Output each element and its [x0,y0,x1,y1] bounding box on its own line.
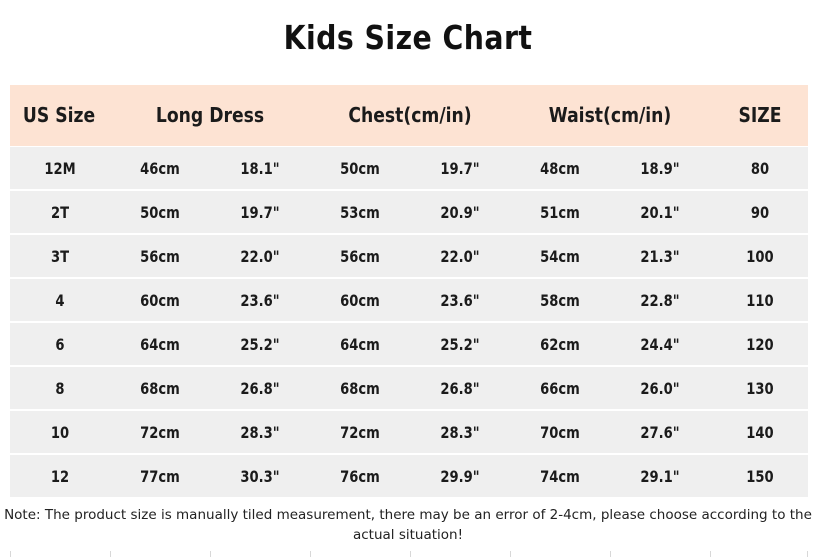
size-chart-table: US Size Long Dress Chest(cm/in) Waist(cm… [10,85,808,497]
cell-chest-cm: 72cm [340,423,380,442]
cell-long-dress-cm: 60cm [140,291,180,310]
table-row: 2T 50cm 19.7" 53cm 20.9" 51cm 20.1" 90 [10,191,808,233]
cell-waist-in: 20.1" [640,203,680,222]
header-waist: Waist(cm/in) [548,103,672,127]
cell-chest-in: 20.9" [440,203,480,222]
divider-tick [210,551,211,557]
divider-tick [110,551,111,557]
cell-waist-cm: 62cm [540,335,580,354]
cell-us-size: 3T [50,247,70,266]
cell-chest-in: 22.0" [440,247,480,266]
cell-chest-in: 29.9" [440,467,480,486]
cell-waist-in: 22.8" [640,291,680,310]
cell-long-dress-in: 30.3" [240,467,280,486]
cell-long-dress-cm: 72cm [140,423,180,442]
cell-waist-cm: 74cm [540,467,580,486]
cell-us-size: 8 [55,379,65,398]
divider-tick [10,551,11,557]
cell-chest-in: 23.6" [440,291,480,310]
cell-us-size: 10 [50,423,70,442]
cell-chest-cm: 53cm [340,203,380,222]
cell-chest-cm: 64cm [340,335,380,354]
header-size: SIZE [738,103,782,127]
header-chest: Chest(cm/in) [348,103,472,127]
cell-us-size: 6 [55,335,65,354]
cell-long-dress-cm: 68cm [140,379,180,398]
cell-chest-cm: 68cm [340,379,380,398]
page-title: Kids Size Chart [283,18,533,57]
cell-waist-cm: 66cm [540,379,580,398]
table-row: 12M 46cm 18.1" 50cm 19.7" 48cm 18.9" 80 [10,147,808,189]
table-body: 12M 46cm 18.1" 50cm 19.7" 48cm 18.9" 80 2T 50cm 19… [10,147,808,497]
cell-size: 150 [746,467,774,486]
cell-long-dress-in: 26.8" [240,379,280,398]
cell-chest-cm: 60cm [340,291,380,310]
divider-tick [410,551,411,557]
cell-waist-in: 27.6" [640,423,680,442]
divider-tick [807,551,808,557]
cell-long-dress-in: 22.0" [240,247,280,266]
cell-waist-in: 24.4" [640,335,680,354]
cell-waist-in: 21.3" [640,247,680,266]
header-long-dress: Long Dress [155,103,265,127]
size-note: Note: The product size is manually tiled… [4,507,812,543]
cell-chest-in: 19.7" [440,159,480,178]
cell-chest-cm: 76cm [340,467,380,486]
cell-long-dress-cm: 56cm [140,247,180,266]
table-row: 4 60cm 23.6" 60cm 23.6" 58cm 22.8" 110 [10,279,808,321]
table-row: 3T 56cm 22.0" 56cm 22.0" 54cm 21.3" 100 [10,235,808,277]
table-header: US Size Long Dress Chest(cm/in) Waist(cm… [10,85,808,146]
cell-size: 130 [746,379,774,398]
cell-long-dress-cm: 64cm [140,335,180,354]
divider-tick [510,551,511,557]
bottom-divider-ticks [0,551,816,557]
cell-long-dress-in: 28.3" [240,423,280,442]
divider-tick [710,551,711,557]
cell-waist-in: 18.9" [640,159,680,178]
cell-us-size: 12M [44,159,76,178]
cell-size: 120 [746,335,774,354]
divider-tick [610,551,611,557]
cell-us-size: 2T [50,203,70,222]
table-row: 8 68cm 26.8" 68cm 26.8" 66cm 26.0" 130 [10,367,808,409]
cell-chest-in: 25.2" [440,335,480,354]
cell-waist-in: 29.1" [640,467,680,486]
cell-long-dress-cm: 50cm [140,203,180,222]
cell-waist-cm: 54cm [540,247,580,266]
cell-size: 100 [746,247,774,266]
cell-size: 90 [750,203,770,222]
cell-long-dress-in: 19.7" [240,203,280,222]
cell-long-dress-cm: 46cm [140,159,180,178]
cell-long-dress-in: 25.2" [240,335,280,354]
cell-chest-in: 26.8" [440,379,480,398]
cell-chest-cm: 56cm [340,247,380,266]
cell-long-dress-cm: 77cm [140,467,180,486]
cell-waist-in: 26.0" [640,379,680,398]
cell-us-size: 4 [55,291,65,310]
cell-chest-cm: 50cm [340,159,380,178]
cell-waist-cm: 58cm [540,291,580,310]
table-row: 10 72cm 28.3" 72cm 28.3" 70cm 27.6" 140 [10,411,808,453]
cell-waist-cm: 51cm [540,203,580,222]
divider-tick [310,551,311,557]
table-row: 12 77cm 30.3" 76cm 29.9" 74cm 29.1" 150 [10,455,808,497]
cell-us-size: 12 [50,467,70,486]
cell-size: 140 [746,423,774,442]
header-us-size: US Size [22,103,96,127]
cell-long-dress-in: 18.1" [240,159,280,178]
cell-long-dress-in: 23.6" [240,291,280,310]
cell-waist-cm: 70cm [540,423,580,442]
cell-size: 80 [750,159,770,178]
cell-size: 110 [746,291,774,310]
cell-waist-cm: 48cm [540,159,580,178]
table-row: 6 64cm 25.2" 64cm 25.2" 62cm 24.4" 120 [10,323,808,365]
cell-chest-in: 28.3" [440,423,480,442]
